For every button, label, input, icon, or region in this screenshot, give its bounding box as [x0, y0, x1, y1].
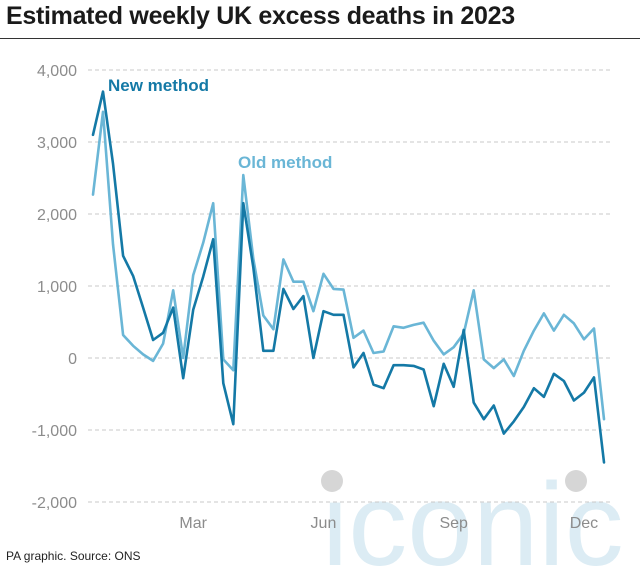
watermark-dot: [321, 470, 343, 492]
series-lines: [91, 90, 606, 464]
series-labels: New method Old method: [108, 76, 332, 172]
series-line-new-method: [91, 90, 606, 464]
series-line-old-method: [91, 110, 606, 421]
series-label: Old method: [238, 153, 332, 172]
y-tick-label: -2,000: [32, 495, 77, 512]
series-label: New method: [108, 76, 209, 95]
source-footer: PA graphic. Source: ONS: [6, 549, 141, 563]
chart-title: Estimated weekly UK excess deaths in 202…: [6, 2, 515, 30]
y-tick-label: 0: [68, 351, 77, 368]
x-tick-label: Jun: [311, 515, 337, 532]
y-tick-label: 2,000: [37, 207, 77, 224]
x-axis-ticks: Mar Jun Sep Dec: [179, 515, 598, 532]
y-tick-label: -1,000: [32, 423, 77, 440]
watermark: iconic: [321, 459, 624, 570]
y-axis-ticks: 4,000 3,000 2,000 1,000 0 -1,000 -2,000: [32, 63, 77, 512]
y-tick-label: 3,000: [37, 135, 77, 152]
watermark-dot: [565, 470, 587, 492]
x-tick-label: Mar: [179, 515, 207, 532]
y-tick-label: 4,000: [37, 63, 77, 80]
title-divider: [0, 38, 640, 39]
y-tick-label: 1,000: [37, 279, 77, 296]
gridlines: [88, 69, 612, 503]
x-tick-label: Sep: [439, 515, 468, 532]
x-tick-label: Dec: [570, 515, 598, 532]
